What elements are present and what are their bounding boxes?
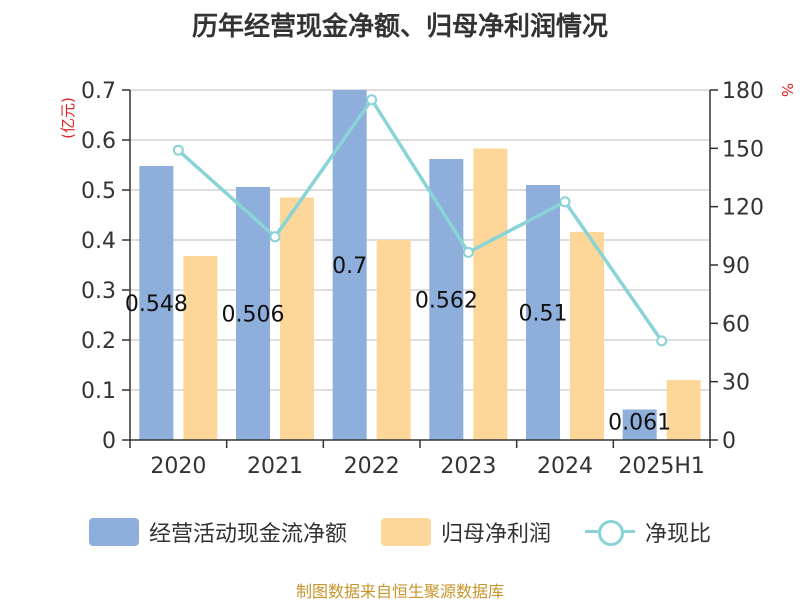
legend-item-cashflow[interactable]: 经营活动现金流净额 (88, 516, 347, 548)
legend-label-net-profit: 归母净利润 (440, 522, 551, 547)
legend-item-net-profit[interactable]: 归母净利润 (380, 516, 551, 548)
left-tick-label-0: 0 (102, 429, 116, 454)
data-label-cashflow-2021: 0.506 (222, 303, 285, 328)
x-tick-label-2021: 2021 (247, 454, 303, 479)
bar-net-profit-2023 (473, 148, 508, 440)
legend-item-ratio[interactable]: 净现比 (585, 516, 711, 548)
bar-net-profit-2024 (570, 232, 604, 440)
bar-net-profit-2025H1 (666, 380, 701, 440)
legend-swatch-ratio (585, 518, 635, 546)
data-label-cashflow-2023: 0.562 (415, 289, 478, 314)
right-tick-label-4: 120 (722, 196, 764, 221)
right-tick-label-5: 150 (722, 137, 764, 162)
x-tick-label-2023: 2023 (440, 454, 496, 479)
bar-cashflow-2023 (429, 159, 464, 440)
bar-cashflow-2025H1 (622, 409, 657, 440)
chart-title: 历年经营现金净额、归母净利润情况 (191, 12, 608, 42)
left-tick-label-7: 0.7 (81, 79, 116, 104)
left-tick-label-4: 0.4 (81, 229, 116, 254)
legend: 经营活动现金流净额 归母净利润 净现比 (0, 516, 800, 548)
data-label-cashflow-2025H1: 0.061 (608, 411, 671, 436)
bar-cashflow-2024 (526, 185, 560, 440)
left-tick-label-1: 0.1 (81, 379, 116, 404)
right-tick-label-1: 30 (722, 371, 750, 396)
x-tick-label-2025H1: 2025H1 (618, 454, 705, 479)
right-tick-label-6: 180 (722, 79, 764, 104)
data-label-cashflow-2020: 0.548 (125, 292, 188, 317)
data-label-cashflow-2024: 0.51 (519, 302, 568, 327)
right-tick-label-0: 0 (722, 429, 736, 454)
bar-net-profit-2021 (280, 197, 314, 440)
point-ratio-2022 (366, 94, 378, 106)
line-ratio (177, 97, 664, 342)
right-axis-unit: % (778, 83, 796, 97)
bar-cashflow-2020 (139, 166, 174, 440)
left-axis-unit: (亿元) (59, 97, 77, 139)
point-ratio-2023 (462, 246, 474, 258)
legend-label-cashflow: 经营活动现金流净额 (148, 522, 347, 547)
point-ratio-2025H1 (656, 335, 668, 347)
legend-swatch-net-profit (380, 518, 431, 546)
left-tick-label-5: 0.5 (81, 179, 116, 204)
bar-net-profit-2022 (376, 240, 411, 440)
right-tick-label-3: 90 (722, 254, 750, 279)
point-ratio-2020 (172, 144, 184, 156)
left-tick-label-3: 0.3 (81, 279, 116, 304)
source-note: 制图数据来自恒生聚源数据库 (295, 582, 504, 601)
x-tick-label-2022: 2022 (344, 454, 400, 479)
data-label-cashflow-2022: 0.7 (332, 254, 367, 279)
x-tick-label-2024: 2024 (537, 454, 593, 479)
left-tick-label-2: 0.2 (81, 329, 116, 354)
point-ratio-2021 (269, 231, 281, 243)
right-tick-label-2: 60 (722, 312, 750, 337)
point-ratio-2024 (559, 196, 571, 208)
bar-net-profit-2020 (183, 256, 218, 440)
legend-swatch-cashflow (88, 518, 139, 546)
legend-label-ratio: 净现比 (645, 522, 712, 547)
x-tick-label-2020: 2020 (150, 454, 206, 479)
left-tick-label-6: 0.6 (81, 129, 116, 154)
